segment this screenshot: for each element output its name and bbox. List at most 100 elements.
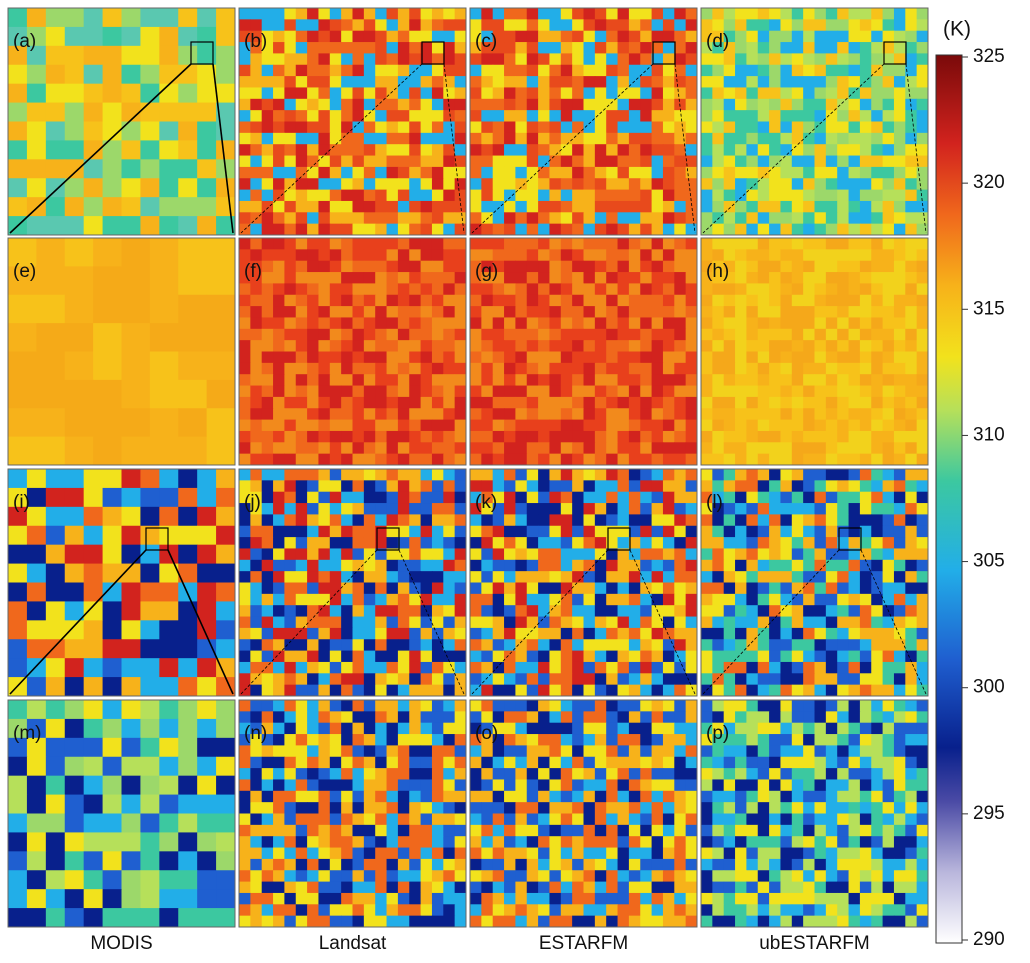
pixel (197, 814, 216, 833)
pixel (746, 605, 758, 617)
pixel (618, 745, 630, 757)
pixel (398, 306, 410, 318)
pixel (307, 651, 319, 663)
pixel (629, 249, 641, 261)
pixel (364, 53, 376, 65)
pixel (455, 480, 467, 492)
pixel (239, 893, 251, 905)
pixel (674, 454, 686, 466)
pixel (735, 594, 747, 606)
pixel (894, 560, 906, 572)
pixel (815, 295, 827, 307)
pixel (860, 662, 872, 674)
pixel (849, 249, 861, 261)
pixel (674, 814, 686, 826)
pixel (284, 397, 296, 409)
pixel (792, 87, 804, 99)
pixel (250, 167, 262, 179)
pixel (826, 526, 838, 538)
pixel (652, 99, 664, 111)
pixel (826, 651, 838, 663)
pixel (178, 639, 197, 658)
pixel (197, 197, 216, 216)
pixel (122, 583, 141, 602)
pixel (894, 700, 906, 712)
pixel (455, 442, 467, 454)
pixel (849, 53, 861, 65)
pixel (341, 893, 353, 905)
pixel (652, 537, 664, 549)
pixel (515, 212, 527, 224)
pixel (894, 212, 906, 224)
pixel (686, 386, 698, 398)
pixel (584, 859, 596, 871)
pixel (746, 386, 758, 398)
pixel (549, 224, 561, 236)
pixel (273, 340, 285, 352)
pixel (652, 167, 664, 179)
pixel (780, 340, 792, 352)
pixel (629, 53, 641, 65)
pixel (527, 662, 539, 674)
pixel (549, 352, 561, 364)
pixel (8, 295, 37, 324)
pixel (701, 340, 713, 352)
pixel (307, 272, 319, 284)
pixel (239, 454, 251, 466)
pixel (341, 283, 353, 295)
pixel (701, 306, 713, 318)
pixel (724, 283, 736, 295)
pixel (549, 238, 561, 250)
pixel (470, 768, 482, 780)
pixel (871, 454, 883, 466)
pixel (606, 99, 618, 111)
pixel (65, 639, 84, 658)
pixel (663, 768, 675, 780)
pixel (409, 814, 421, 826)
pixel (883, 238, 895, 250)
pixel (527, 144, 539, 156)
pixel (640, 201, 652, 213)
pixel (917, 201, 929, 213)
pixel (849, 238, 861, 250)
pixel (364, 454, 376, 466)
pixel (470, 628, 482, 640)
pixel (701, 386, 713, 398)
pixel (758, 431, 770, 443)
pixel (398, 238, 410, 250)
pixel (284, 99, 296, 111)
pixel (606, 503, 618, 515)
pixel (443, 190, 455, 202)
pixel (216, 870, 235, 889)
pixel (527, 190, 539, 202)
pixel (455, 685, 467, 697)
pixel (584, 617, 596, 629)
pixel (421, 65, 433, 77)
pixel (273, 454, 285, 466)
pixel (8, 352, 37, 381)
pixel (780, 212, 792, 224)
pixel (216, 46, 235, 65)
pixel (606, 110, 618, 122)
pixel (538, 836, 550, 848)
pixel (239, 442, 251, 454)
pixel (262, 916, 274, 928)
pixel (470, 639, 482, 651)
pixel (364, 87, 376, 99)
pixel (837, 156, 849, 168)
pixel (455, 848, 467, 860)
pixel (455, 916, 467, 928)
pixel (905, 548, 917, 560)
pixel (652, 560, 664, 572)
pixel (375, 122, 387, 134)
pixel (409, 662, 421, 674)
pixel (341, 295, 353, 307)
pixel (905, 238, 917, 250)
pixel (701, 110, 713, 122)
pixel (375, 317, 387, 329)
pixel (353, 272, 365, 284)
pixel (8, 658, 27, 677)
pixel (284, 662, 296, 674)
pixel (815, 594, 827, 606)
pixel (849, 662, 861, 674)
